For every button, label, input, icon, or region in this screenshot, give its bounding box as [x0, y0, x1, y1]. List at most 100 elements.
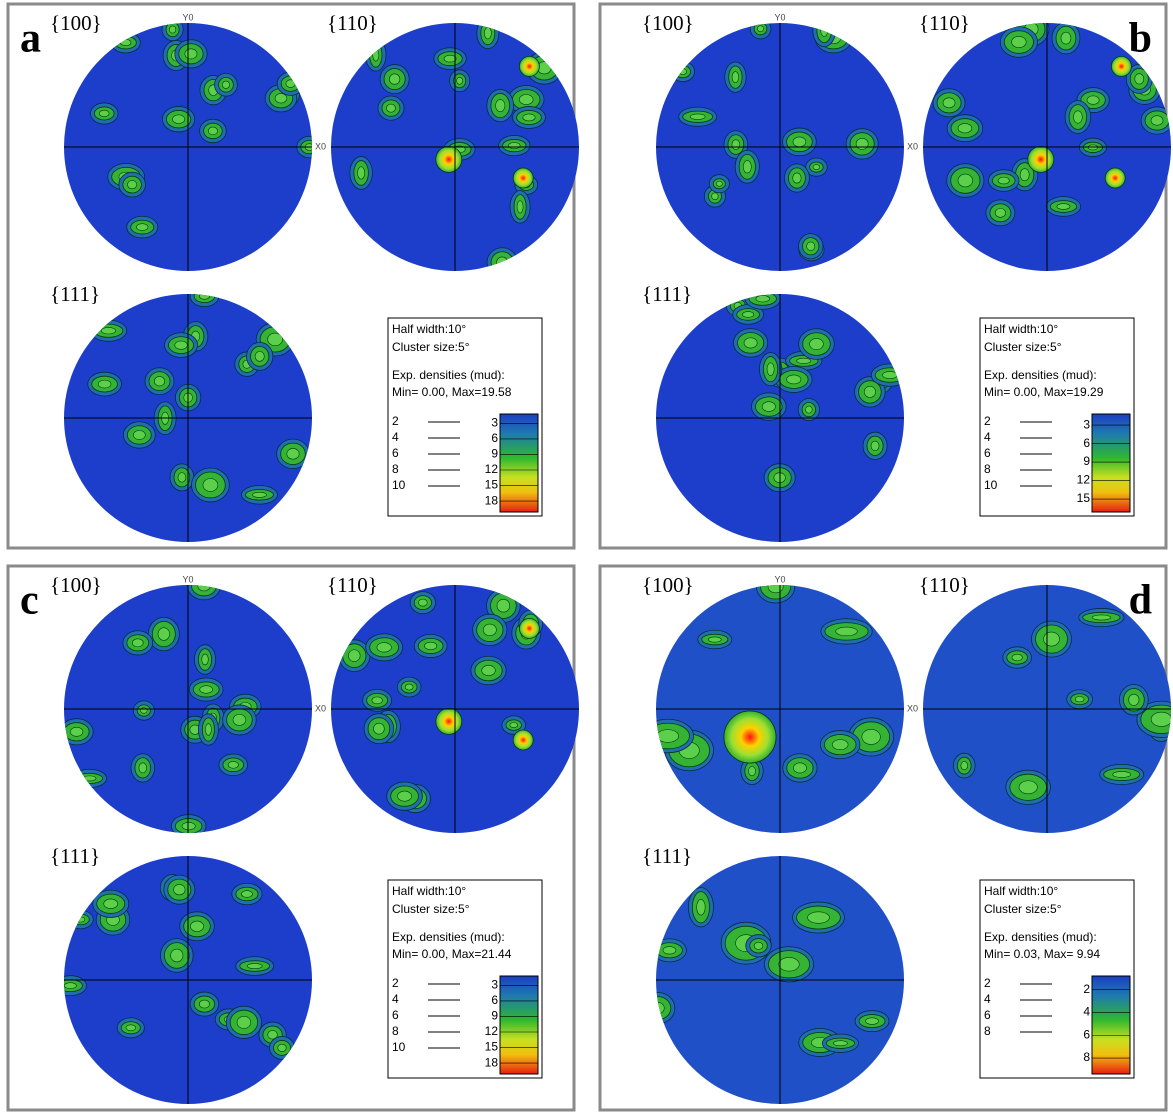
density-blob: [1112, 771, 1132, 778]
density-blob: [707, 636, 722, 643]
density-blob: [997, 176, 1010, 185]
density-blob: [227, 761, 239, 769]
density-map: [64, 874, 295, 1060]
density-blob: [199, 294, 210, 300]
density-blob: [190, 920, 204, 932]
density-blob: [820, 23, 829, 37]
density-blob: [267, 1030, 278, 1040]
density-blob: [748, 766, 756, 777]
density-blob: [376, 642, 392, 653]
contour-level: 8: [984, 1024, 991, 1038]
density-map: [932, 23, 1171, 227]
density-map: [953, 608, 1171, 805]
density-blob: [386, 103, 396, 113]
density-blob: [177, 472, 187, 483]
y-axis-label: Y0: [774, 12, 785, 22]
density-map: [656, 585, 895, 785]
colorbar-tick: 15: [1077, 491, 1091, 505]
pole-figure-label: {100}: [50, 11, 102, 35]
panel-frame: [598, 2, 1168, 550]
panel-frame: [598, 564, 1168, 1112]
density-blob: [731, 139, 741, 150]
density-blob: [957, 123, 973, 134]
panel: c {100} Y0 X0 {110} {111} Half width:10° Cluste…: [6, 564, 579, 1112]
density-blob: [522, 113, 536, 122]
legend-text: Half width:10°: [392, 884, 466, 898]
pole-figure-label: {110}: [919, 573, 970, 597]
colorbar-tick: 3: [1083, 417, 1090, 431]
density-blob: [1091, 614, 1112, 621]
density-blob: [508, 142, 521, 149]
density-blob: [481, 665, 496, 676]
pole-figure-label: {111}: [50, 282, 100, 306]
pole-figure-label: {111}: [50, 844, 100, 868]
pole-figure-label: {111}: [642, 844, 692, 868]
density-blob: [793, 762, 807, 774]
density-blob: [1073, 110, 1083, 124]
colorbar-tick: 12: [485, 1024, 499, 1038]
pole-figure-label: {110}: [327, 11, 378, 35]
contour-level: 2: [984, 976, 991, 990]
density-blob: [418, 598, 428, 607]
density-blob: [757, 25, 764, 33]
colorbar-tick: 8: [1083, 1050, 1090, 1064]
density-blob: [173, 884, 186, 896]
colorbar-tick: 6: [1083, 1027, 1090, 1041]
density-blob: [97, 379, 112, 389]
pole-figure-label: {111}: [642, 282, 692, 306]
legend-text: Cluster size:5°: [984, 902, 1062, 916]
legend-text: Cluster size:5°: [392, 902, 470, 916]
contour-level: 4: [984, 992, 991, 1006]
pole-figure-label: {110}: [919, 11, 970, 35]
density-blob: [132, 638, 144, 648]
colorbar-tick: 9: [1083, 454, 1090, 468]
panel: a {100} Y0 X0 {110} {111} Half width:10° Cluste…: [6, 2, 579, 550]
contour-level: 2: [984, 414, 991, 428]
density-blob: [1060, 31, 1072, 45]
contour-level: 4: [392, 992, 399, 1006]
density-blob: [711, 192, 719, 200]
density-blob: [870, 440, 880, 451]
legend-text: Exp. densities (mud):: [392, 368, 505, 382]
contour-level: 10: [392, 1040, 406, 1054]
density-blob: [742, 160, 752, 174]
density-blob: [197, 585, 211, 592]
density-blob: [495, 99, 506, 112]
density-blob: [761, 401, 776, 412]
density-map: [349, 23, 563, 271]
colorbar-tick: 9: [491, 1009, 498, 1023]
density-blob: [496, 256, 509, 268]
density-blob: [170, 948, 184, 963]
density-blob: [136, 223, 149, 231]
density-blob: [357, 166, 366, 180]
density-blob: [689, 113, 706, 120]
y-axis-label: Y0: [182, 574, 193, 584]
density-map: [64, 585, 262, 833]
colorbar-tick: 18: [485, 493, 499, 507]
density-blob: [482, 623, 497, 637]
density-blob: [766, 362, 775, 376]
density-blob: [490, 251, 514, 271]
density-blob: [133, 430, 146, 440]
density-blob: [157, 627, 170, 641]
density-blob: [863, 385, 876, 398]
density-blob: [184, 48, 198, 60]
contour-level: 10: [392, 478, 406, 492]
density-blob: [484, 27, 492, 40]
legend-text: Cluster size:5°: [392, 340, 470, 354]
density-blob: [443, 54, 457, 63]
panel: b {100} Y0 X0 {110} {111} Half width:10° Cluste…: [598, 2, 1171, 550]
density-blob: [755, 295, 770, 303]
legend-text: Exp. densities (mud):: [984, 368, 1097, 382]
density-blob: [1043, 631, 1060, 647]
density-blob: [202, 478, 219, 492]
contour-level: 4: [984, 430, 991, 444]
density-blob: [1018, 780, 1038, 795]
density-blob: [865, 1017, 879, 1025]
density-blob: [1056, 203, 1071, 210]
density-blob: [75, 916, 86, 923]
density-blob: [1011, 36, 1027, 48]
density-blob: [101, 327, 116, 335]
density-peak: [435, 708, 463, 735]
